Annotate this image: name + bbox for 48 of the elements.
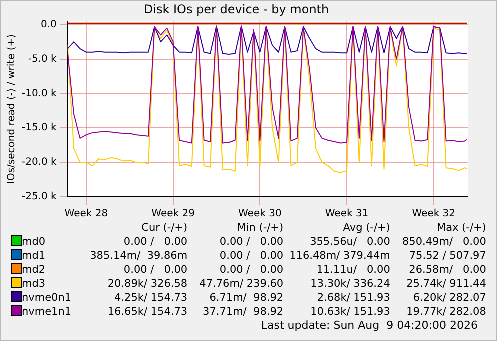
x-tick-label: Week 32	[412, 208, 456, 220]
legend-label: md1	[21, 249, 47, 263]
text: 385.14m/ 39.86m	[89, 249, 188, 263]
x-tick-label: Week 29	[152, 208, 195, 220]
text: 0.00 / 0.00	[218, 263, 284, 277]
y-tick-label: -15.0 k	[22, 122, 58, 134]
text: 0.00 / 0.00	[122, 235, 188, 249]
x-tick-label: Week 28	[64, 208, 108, 220]
text: 11.11u/ 0.00	[316, 263, 390, 277]
text: 19.77k/ 282.08	[406, 305, 486, 319]
text: Cur (-/+)	[140, 221, 188, 235]
text: 0.00 / 0.00	[122, 263, 188, 277]
text: 26.58m/ 0.00	[408, 263, 486, 277]
text: 2.68k/ 151.93	[316, 291, 390, 305]
text: 16.65k/ 154.73	[106, 305, 188, 319]
text: 13.30k/ 336.24	[310, 277, 390, 291]
y-tick-label: 0.0	[40, 19, 57, 30]
text: 10.63k/ 151.93	[310, 305, 390, 319]
y-tick-label: -20.0 k	[22, 157, 58, 168]
text: Avg (-/+)	[342, 221, 390, 235]
text: Max (-/+)	[436, 221, 486, 235]
y-axis-title: IOs/second read (-) / write (+)	[6, 34, 18, 184]
text: 75.52 / 507.97	[408, 249, 486, 263]
text: 850.49m/ 0.00	[401, 235, 486, 249]
text: 355.56u/ 0.00	[309, 235, 390, 249]
text: 116.48m/ 379.44m	[288, 249, 390, 263]
text: Min (-/+)	[236, 221, 284, 235]
y-tick-label: -10.0 k	[22, 88, 58, 100]
legend-label: nvme0n1	[21, 291, 72, 305]
legend-label: md2	[21, 263, 47, 277]
legend-label: md3	[21, 277, 47, 291]
x-tick-label: Week 31	[325, 208, 369, 220]
text: Last update: Sun Aug 9 04:20:00 2026	[261, 319, 478, 332]
y-tick-label: -5.0 k	[28, 54, 58, 65]
text: 6.71m/ 98.92	[208, 291, 284, 305]
legend-label: nvme1n1	[21, 305, 72, 319]
text: 47.76m/ 239.60	[198, 277, 284, 291]
x-tick-label: Week 30	[238, 208, 282, 220]
text: 37.71m/ 98.92	[202, 305, 284, 319]
text: 0.00 / 0.00	[218, 249, 284, 263]
legend-label: md0	[21, 235, 47, 249]
chart-title: Disk IOs per device - by month	[144, 2, 330, 16]
text: 0.00 / 0.00	[218, 235, 284, 249]
text: 20.89k/ 326.58	[106, 277, 188, 291]
text: 25.74k/ 911.44	[406, 277, 486, 291]
text: 4.25k/ 154.73	[114, 291, 188, 305]
text: 6.20k/ 282.07	[412, 291, 486, 305]
y-tick-label: -25.0 k	[22, 192, 58, 203]
